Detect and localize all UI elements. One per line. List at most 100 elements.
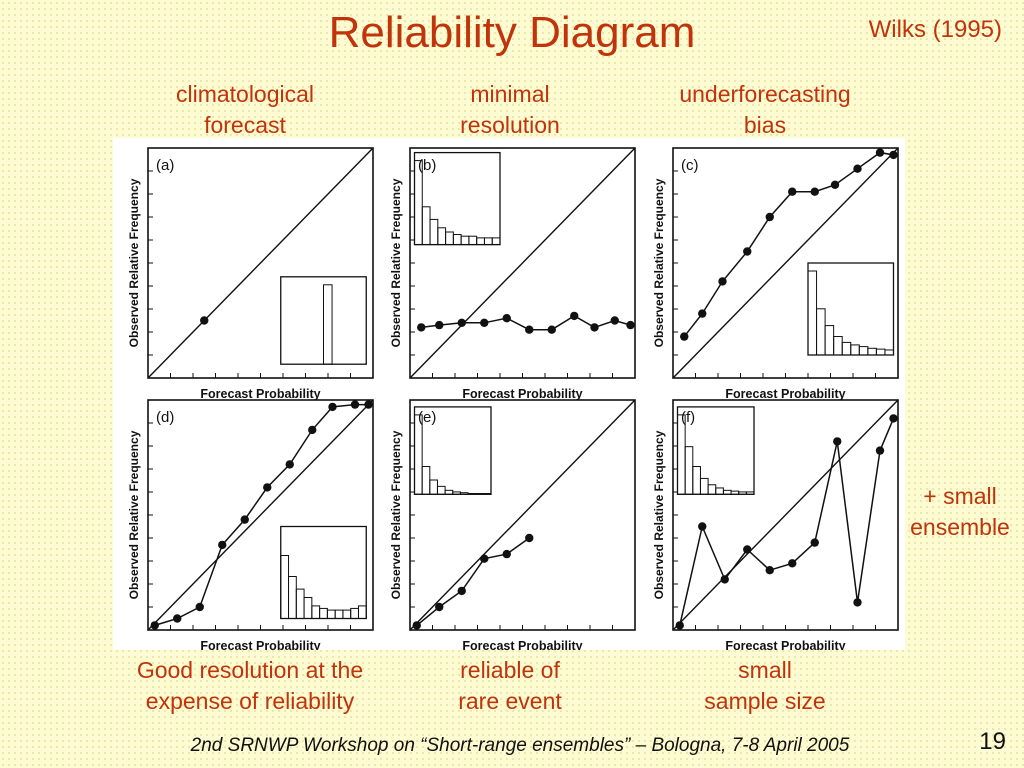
data-point [150,621,159,630]
panel-e: (e) Forecast Probability Observed Relative… [389,399,636,650]
caption-small-ensemble: + small ensemble [900,481,1020,543]
caption-minimal-resolution: minimal resolution [410,79,610,141]
data-point [435,602,444,612]
page-number: 19 [979,728,1006,755]
caption-line: sample size [704,688,826,714]
caption-line: forecast [204,112,286,138]
data-point [195,602,204,612]
caption-line: underforecasting [679,81,851,107]
data-point [218,540,227,550]
data-point [285,460,294,469]
perfect-reliability-diagonal [672,399,899,631]
data-point [480,554,489,563]
data-point [765,212,774,222]
data-point [200,316,209,325]
caption-reliable-rare-event: reliable of rare event [420,655,600,717]
inset-bar [475,493,484,495]
footer-workshop: 2nd SRNWP Workshop on “Short-range ensem… [190,735,850,756]
perfect-reliability-diagonal [409,399,636,631]
inset-histogram-frame [676,406,755,495]
panel-c: (c) Forecast Probability Observed Relative… [652,147,899,401]
caption-line: small [738,657,792,683]
data-point [547,325,556,334]
data-point [680,332,689,341]
data-point [853,164,862,173]
data-point [417,323,426,332]
panel-label: (e) [418,409,436,426]
panel-label: (f) [681,409,695,426]
y-axis-label: Observed Relative Frequency [127,178,141,347]
reliability-figure: (a) Forecast Probability Observed Relative… [113,138,905,650]
data-point [720,575,729,584]
panel-f: (f) Forecast Probability Observed Relative… [652,399,899,650]
panel-a: (a) Forecast Probability Observed Relative… [127,147,374,401]
caption-line: rare event [458,688,562,714]
data-point [889,414,898,423]
caption-line: bias [743,112,787,138]
caption-line: + small [923,483,997,509]
panel-b: (b) Forecast Probability Observed Relative… [389,147,636,401]
inset-bar [482,493,492,495]
data-point [435,320,444,330]
data-point [889,150,898,160]
data-point [480,318,489,327]
perfect-reliability-diagonal [147,399,374,631]
data-point [743,247,752,256]
y-axis-label: Observed Relative Frequency [389,178,403,347]
y-axis-label: Observed Relative Frequency [389,430,403,599]
inset-bar [414,414,423,495]
inset-histogram-frame [413,406,492,495]
data-point [626,320,635,330]
data-point [457,318,466,327]
data-point [502,314,511,323]
data-point [875,446,885,455]
caption-underforecasting-bias: underforecasting bias [650,79,880,141]
data-point [810,538,819,547]
data-point [698,309,707,318]
panel-label: (b) [418,157,436,174]
data-point [788,559,797,568]
caption-small-sample-size: small sample size [670,655,860,717]
data-point [263,483,272,492]
inset-bar [884,349,895,356]
caption-line: Good resolution at the [136,657,364,683]
x-axis-label: Forecast Probability [200,639,320,650]
caption-line: expense of reliability [145,688,355,714]
x-axis-label: Forecast Probability [462,387,582,401]
caption-climatological-forecast: climatological forecast [140,79,350,141]
inset-bar [467,493,477,495]
data-point [698,522,707,531]
data-point [525,325,534,334]
data-point [765,566,774,575]
caption-line: climatological [175,81,315,107]
x-axis-label: Forecast Probability [725,387,845,401]
inset-bar [745,491,755,495]
caption-line: resolution [460,112,560,138]
data-point [743,545,752,554]
perfect-reliability-diagonal [672,147,899,379]
caption-line: reliable of [460,657,560,683]
caption-line: ensemble [910,514,1010,540]
data-point [525,533,534,543]
caption-good-resolution: Good resolution at the expense of reliab… [100,655,400,717]
data-point [502,549,511,559]
inset-bar [357,605,367,619]
panel-label: (a) [156,157,174,174]
data-point [570,311,579,321]
data-point [610,316,619,325]
data-point [328,402,337,412]
inset-histogram-frame [280,525,367,620]
data-point [412,621,421,630]
y-axis-label: Observed Relative Frequency [127,430,141,599]
data-point [718,277,727,286]
perfect-reliability-diagonal [409,147,636,379]
data-point [240,515,249,524]
data-point [830,180,840,189]
x-axis-label: Forecast Probability [200,387,320,401]
x-axis-label: Forecast Probability [725,639,845,650]
data-point [364,400,373,409]
perfect-reliability-diagonal [147,147,374,379]
reliability-panels: (a) Forecast Probability Observed Relative… [127,147,899,650]
reliability-curve [416,537,530,626]
y-axis-label: Observed Relative Frequency [652,178,666,347]
